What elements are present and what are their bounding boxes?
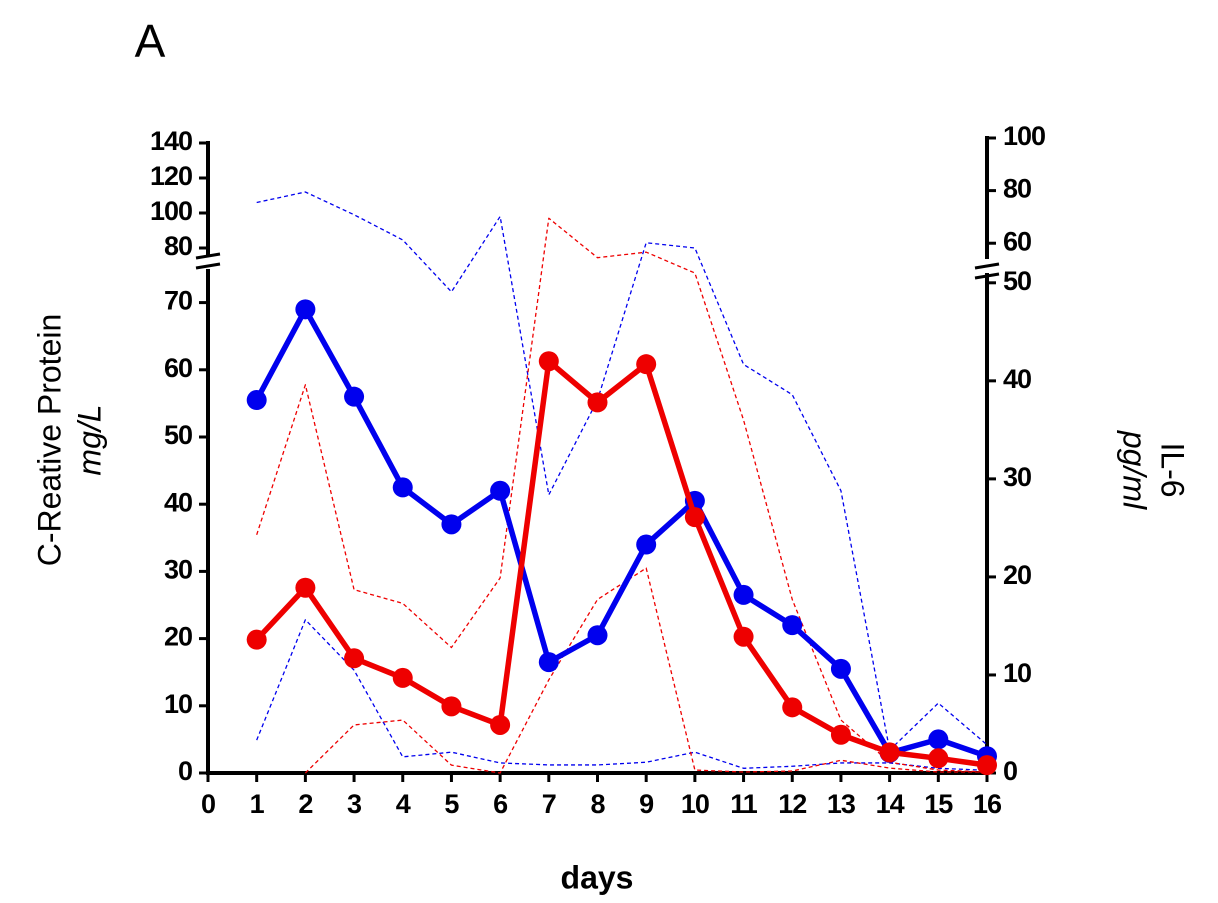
y2-tick-label: 100 <box>1003 121 1045 151</box>
point <box>928 729 949 750</box>
y2-tick-label: 80 <box>1003 174 1031 204</box>
y2-axis-label: IL-6 <box>1155 442 1191 497</box>
axis-break <box>195 262 221 270</box>
y-tick-label: 80 <box>164 231 192 261</box>
point <box>636 534 657 555</box>
y-tick-label: 100 <box>150 196 192 226</box>
point <box>441 514 462 535</box>
x-tick-label: 10 <box>681 789 709 819</box>
series-line <box>254 358 988 768</box>
x-tick-label: 9 <box>639 789 654 819</box>
point <box>246 390 267 411</box>
point <box>587 392 608 413</box>
point <box>587 625 608 646</box>
point <box>636 354 657 375</box>
range-line <box>304 567 987 774</box>
x-axis-label: days <box>561 859 634 895</box>
x-tick-label: 8 <box>590 789 605 819</box>
y-tick-label: 0 <box>178 756 192 786</box>
chart-title: A <box>135 15 166 67</box>
point <box>733 626 754 647</box>
y2-tick-label: 30 <box>1003 462 1031 492</box>
point <box>490 480 511 501</box>
point <box>344 648 365 669</box>
y-axis-unit: mg/L <box>71 404 107 475</box>
x-tick-label: 0 <box>201 789 215 819</box>
y-tick-label: 140 <box>150 126 192 156</box>
y2-tick-label: 10 <box>1003 658 1031 688</box>
axis-break <box>195 252 221 260</box>
point <box>830 724 851 745</box>
y-axis-label: C-Reative Protein <box>31 314 67 567</box>
y2-tick-label: 20 <box>1003 560 1031 590</box>
point <box>733 584 754 605</box>
point <box>441 696 462 717</box>
y-tick-label: 20 <box>164 622 192 652</box>
x-tick-label: 4 <box>396 789 411 819</box>
axes <box>195 136 1000 775</box>
point <box>344 386 365 407</box>
range-line <box>256 191 988 751</box>
point <box>977 755 997 776</box>
x-tick-label: 14 <box>876 789 905 819</box>
point <box>538 351 559 372</box>
range-line <box>256 619 988 771</box>
x-tick-label: 7 <box>542 789 556 819</box>
y2-tick-label: 40 <box>1003 364 1031 394</box>
x-tick-label: 11 <box>730 789 758 819</box>
x-tick-label: 2 <box>298 789 312 819</box>
y-tick-label: 60 <box>164 353 192 383</box>
point <box>830 658 851 679</box>
x-tick-label: 13 <box>827 789 856 819</box>
y-tick-label: 120 <box>150 161 192 191</box>
point <box>538 652 559 673</box>
point <box>295 577 316 598</box>
x-tick-label: 16 <box>973 789 1002 819</box>
x-tick-label: 5 <box>444 789 459 819</box>
y2-tick-label: 60 <box>1003 226 1031 256</box>
y-tick-label: 40 <box>164 487 192 517</box>
point <box>490 714 511 735</box>
point <box>782 615 803 636</box>
point <box>392 477 413 498</box>
x-tick-label: 6 <box>493 789 508 819</box>
x-tick-label: 3 <box>347 789 362 819</box>
x-tick-label: 12 <box>778 789 806 819</box>
y2-tick-label: 50 <box>1003 266 1031 296</box>
point <box>295 299 316 320</box>
y-tick-label: 70 <box>164 286 192 316</box>
y-tick-label: 30 <box>164 555 192 585</box>
point <box>392 667 413 688</box>
axis-break <box>974 272 1000 280</box>
x-tick-label: 15 <box>924 789 953 819</box>
y2-axis-unit: pg/ml <box>1117 430 1153 510</box>
point <box>684 507 705 528</box>
range-line <box>256 217 988 773</box>
y-tick-label: 50 <box>164 420 192 450</box>
y-tick-label: 10 <box>164 689 192 719</box>
axis-break <box>974 262 1000 270</box>
point <box>782 697 803 718</box>
point <box>879 742 900 763</box>
point <box>246 629 267 650</box>
x-tick-label: 1 <box>250 789 265 819</box>
series-line <box>254 306 988 759</box>
point <box>928 748 949 769</box>
y2-tick-label: 0 <box>1003 756 1017 786</box>
